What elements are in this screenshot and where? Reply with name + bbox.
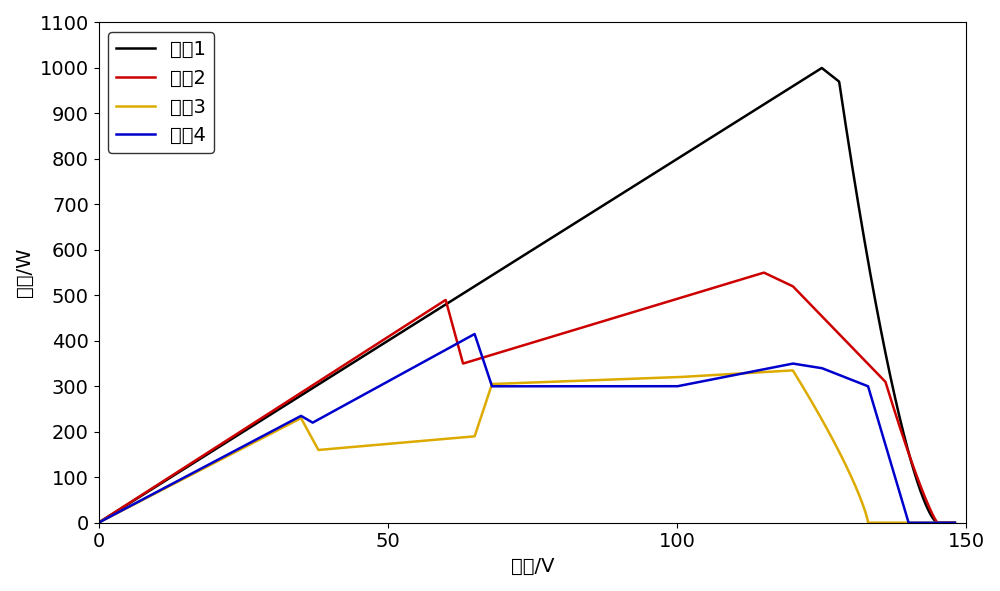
- Line: 案例1: 案例1: [99, 68, 955, 522]
- Line: 案例2: 案例2: [99, 272, 955, 522]
- 案例2: [458, 360, 470, 367]
- 案例1: [949, 519, 961, 526]
- X-axis label: 电压/V: 电压/V: [511, 557, 554, 576]
- Line: 案例4: 案例4: [99, 334, 955, 522]
- 案例3: [949, 519, 961, 526]
- 案例2: [190, 456, 202, 463]
- 案例3: [241, 443, 253, 450]
- 案例3: [421, 437, 433, 444]
- 案例3: [190, 469, 202, 476]
- 案例1: [421, 313, 433, 320]
- 案例2: [241, 424, 253, 431]
- 案例1: [241, 426, 253, 433]
- Y-axis label: 功率/W: 功率/W: [15, 248, 34, 297]
- 案例3: [787, 367, 799, 374]
- 案例2: [949, 519, 961, 526]
- 案例4: [840, 374, 852, 381]
- 案例2: [932, 519, 944, 526]
- 案例1: [458, 290, 470, 297]
- 案例3: [840, 462, 852, 469]
- 案例1: [93, 519, 105, 526]
- 案例2: [93, 519, 105, 526]
- 案例2: [758, 269, 770, 276]
- 案例4: [241, 441, 253, 448]
- 案例3: [93, 519, 105, 526]
- 案例4: [190, 467, 202, 475]
- 案例4: [458, 336, 470, 343]
- 案例3: [458, 434, 470, 441]
- 案例1: [190, 458, 202, 465]
- 案例1: [932, 519, 944, 526]
- 案例2: [840, 337, 852, 345]
- 案例4: [421, 356, 433, 363]
- 案例4: [469, 330, 481, 337]
- 案例4: [932, 519, 944, 526]
- Legend: 案例1, 案例2, 案例3, 案例4: 案例1, 案例2, 案例3, 案例4: [108, 33, 214, 153]
- 案例1: [816, 64, 828, 72]
- 案例3: [932, 519, 944, 526]
- 案例1: [840, 124, 852, 131]
- 案例4: [949, 519, 961, 526]
- 案例2: [421, 309, 433, 316]
- Line: 案例3: 案例3: [99, 371, 955, 522]
- 案例4: [93, 519, 105, 526]
